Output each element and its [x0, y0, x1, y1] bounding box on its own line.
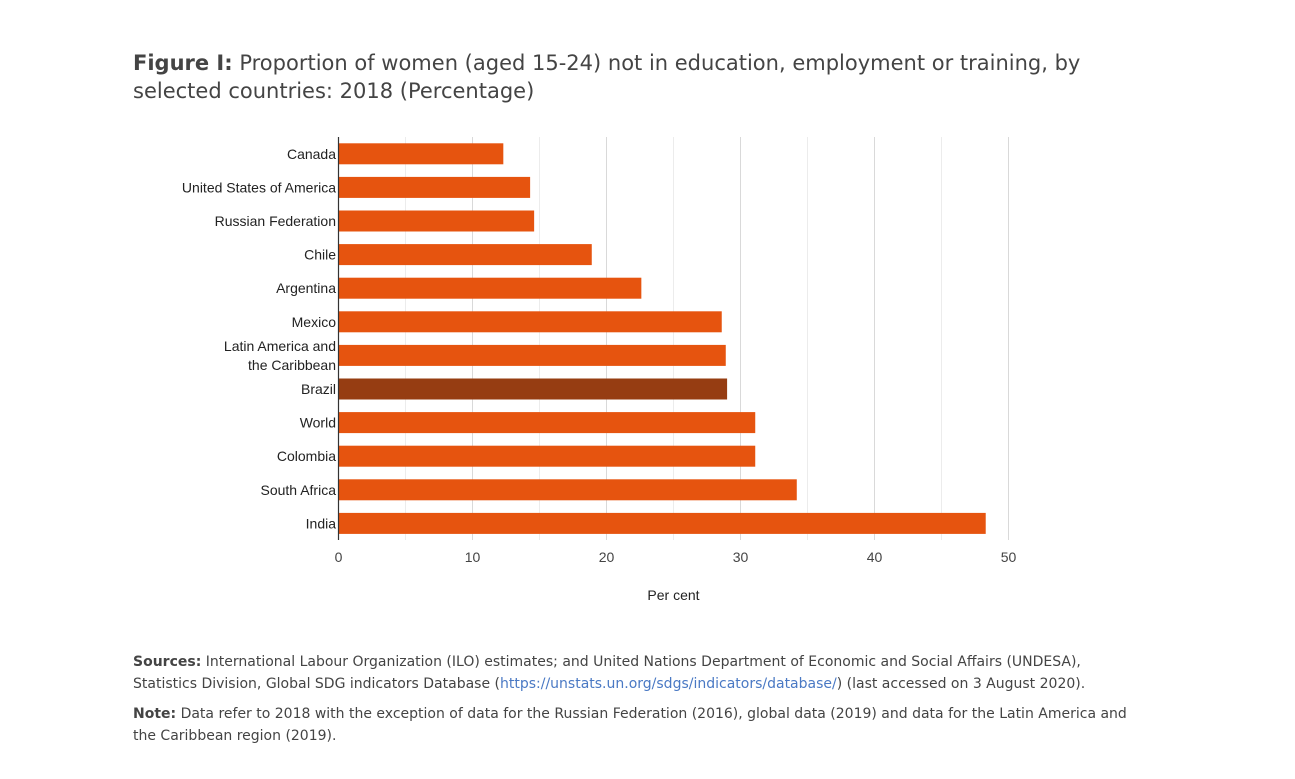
bar-chart: 0 10 20 30 40 50 Canada United States of Americ…: [182, 137, 1017, 603]
bar: [338, 479, 797, 501]
note-text: Data refer to 2018 with the exception of…: [133, 706, 1127, 744]
sources-tail: ) (last accessed on 3 August 2020).: [836, 675, 1086, 692]
bar: [338, 378, 728, 400]
sources-text: International Labour Organization (ILO) …: [133, 654, 1081, 692]
bar: [338, 344, 726, 366]
chart-title: Figure I: Proportion of women (aged 15-2…: [133, 49, 1153, 105]
bar: [338, 277, 642, 299]
bar: [338, 210, 535, 232]
bar: [338, 412, 756, 434]
x-tick-label: 30: [733, 549, 749, 565]
note-paragraph: Note: Data refer to 2018 with the except…: [133, 704, 1143, 747]
bar: [338, 244, 592, 266]
bar: [338, 445, 756, 467]
category-label: Brazil: [301, 381, 336, 397]
sources-link[interactable]: https://unstats.un.org/sdgs/indicators/d…: [499, 675, 837, 692]
sources-paragraph: Sources: International Labour Organizati…: [133, 652, 1143, 695]
category-label: Canada: [287, 146, 336, 162]
category-label: India: [306, 515, 337, 531]
figure-label: Figure I:: [133, 51, 233, 75]
bar: [338, 176, 531, 198]
figure-title-text: Proportion of women (aged 15-24) not in …: [133, 51, 1081, 103]
category-label: Argentina: [276, 280, 336, 296]
category-label: Russian Federation: [215, 213, 336, 229]
x-tick-label: 10: [465, 549, 481, 565]
bar: [338, 143, 504, 165]
category-label: Mexico: [292, 314, 337, 330]
category-label: World: [300, 415, 336, 431]
bar: [338, 512, 986, 534]
x-axis-title: Per cent: [647, 587, 699, 603]
sources-label: Sources:: [133, 654, 202, 670]
chart-notes: Sources: International Labour Organizati…: [133, 652, 1143, 756]
x-tick-label: 40: [867, 549, 883, 565]
category-label: Latin America and the Caribbean: [224, 338, 336, 373]
note-label: Note:: [133, 706, 177, 722]
category-label: Colombia: [277, 448, 336, 464]
x-tick-label: 20: [599, 549, 615, 565]
bar: [338, 311, 722, 333]
x-tick-label: 0: [335, 549, 343, 565]
category-label: Chile: [304, 247, 336, 263]
category-label: South Africa: [261, 482, 337, 498]
x-tick-label: 50: [1001, 549, 1017, 565]
category-label: United States of America: [182, 179, 336, 195]
